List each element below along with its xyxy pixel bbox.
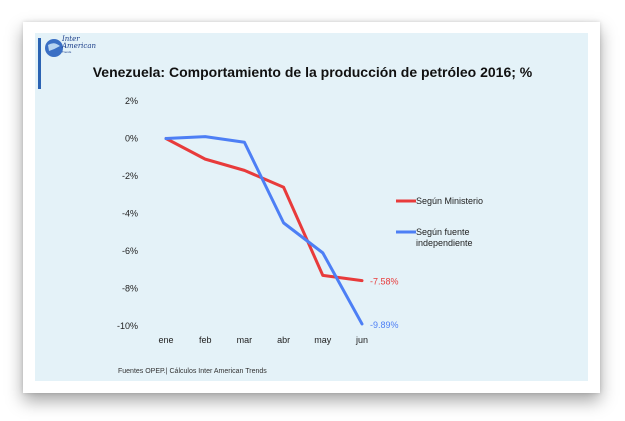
y-tick-label: -2% bbox=[122, 171, 138, 181]
y-tick-label: -4% bbox=[122, 209, 138, 219]
x-tick-label: may bbox=[314, 335, 332, 345]
x-tick-label: feb bbox=[199, 335, 212, 345]
legend-label: Según Ministerio bbox=[416, 196, 483, 206]
logo-bar bbox=[38, 38, 41, 89]
chart-panel bbox=[35, 33, 588, 381]
legend-label: independiente bbox=[416, 238, 473, 248]
y-tick-label: 0% bbox=[125, 134, 138, 144]
y-tick-label: -10% bbox=[117, 321, 138, 331]
globe-icon bbox=[45, 39, 63, 57]
y-tick-label: 2% bbox=[125, 96, 138, 106]
chart-title: Venezuela: Comportamiento de la producci… bbox=[92, 64, 533, 80]
logo-text: Inter American bbox=[62, 35, 97, 50]
legend-label: Según fuente bbox=[416, 227, 470, 237]
x-tick-label: jun bbox=[355, 335, 368, 345]
x-tick-label: abr bbox=[277, 335, 290, 345]
x-tick-label: ene bbox=[158, 335, 173, 345]
end-value-label: -9.89% bbox=[370, 320, 399, 330]
x-tick-label: mar bbox=[237, 335, 253, 345]
source-note: Fuentes OPEP.| Cálculos Inter American T… bbox=[118, 368, 267, 375]
series-line bbox=[164, 135, 364, 326]
y-tick-label: -6% bbox=[122, 246, 138, 256]
inter-american-logo: Inter American Trends bbox=[38, 35, 98, 89]
end-value-label: -7.58% bbox=[370, 277, 399, 287]
logo-subtext: Trends bbox=[62, 50, 72, 54]
series-line bbox=[164, 137, 364, 283]
y-tick-label: -8% bbox=[122, 284, 138, 294]
